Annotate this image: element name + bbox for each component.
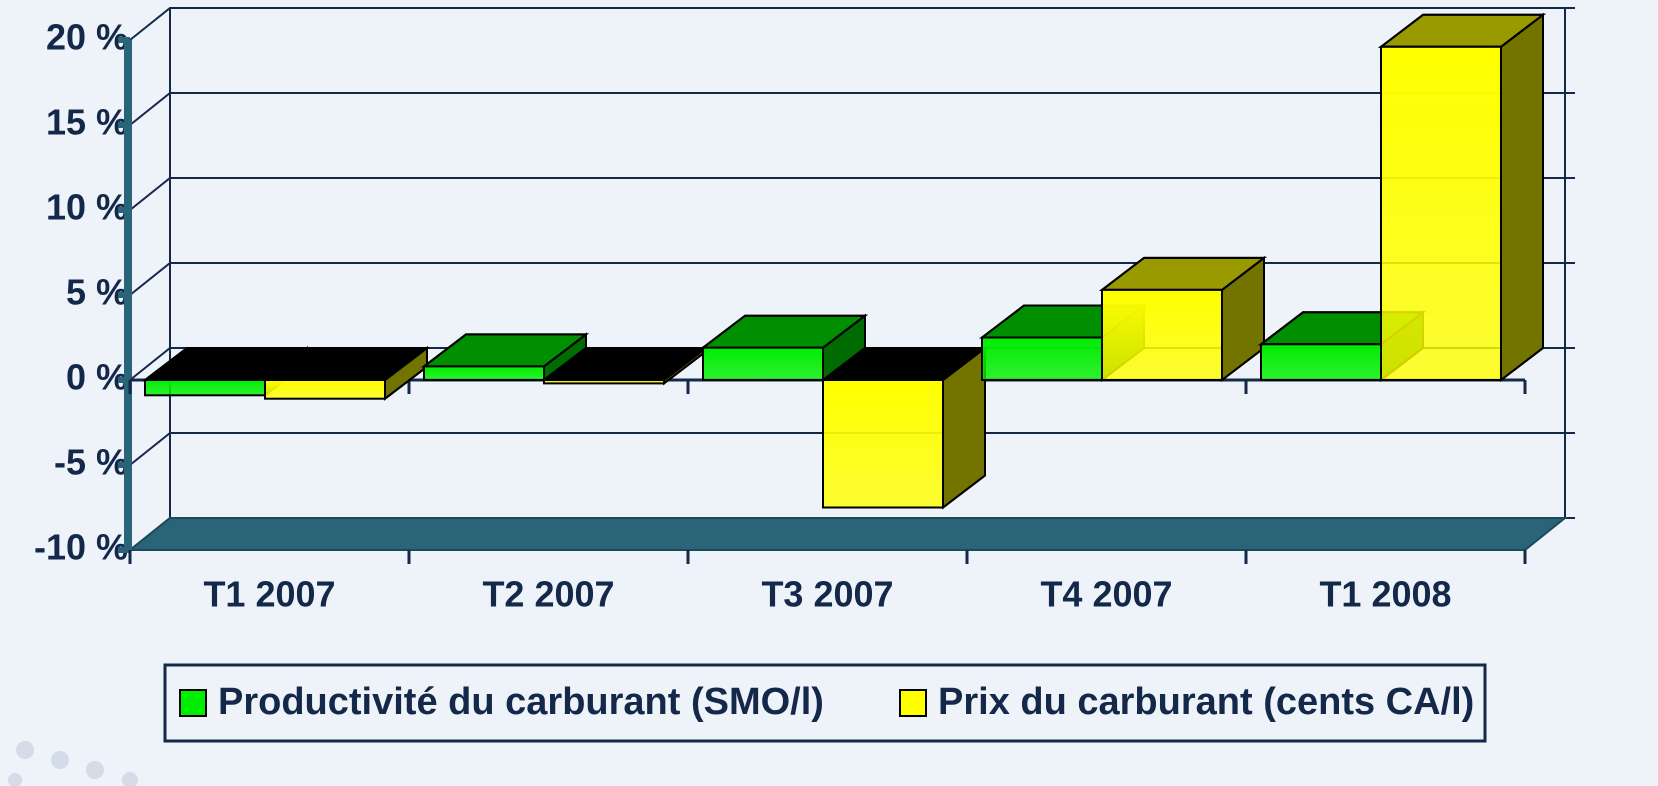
legend (163, 663, 1487, 743)
bar (981, 336, 1103, 381)
legend-label: Prix du carburant (cents CA/l) (938, 681, 1474, 723)
x-tick-label: T1 2008 (1319, 574, 1451, 615)
bar (144, 379, 266, 397)
y-tick-label: -5 % (54, 442, 128, 483)
grid-line (129, 177, 1575, 211)
x-tick-label: T2 2007 (482, 574, 614, 615)
y-tick-label: -10 % (34, 527, 128, 568)
grid-line (129, 7, 1575, 41)
grid-line (129, 262, 1575, 296)
legend-swatch (899, 689, 927, 717)
bar (543, 379, 665, 385)
y-tick-label: 20 % (46, 17, 128, 58)
bar (1101, 288, 1223, 381)
bar (1380, 45, 1502, 382)
y-tick-label: 10 % (46, 187, 128, 228)
x-tick-label: T1 2007 (203, 574, 335, 615)
bar (822, 379, 944, 509)
bar (702, 346, 824, 382)
bar (423, 365, 545, 381)
bar (1260, 343, 1382, 381)
grid-line (129, 432, 1575, 466)
y-tick-label: 5 % (66, 272, 128, 313)
bar-shade (1500, 12, 1544, 383)
decor-dots (8, 741, 138, 786)
x-tick-label: T4 2007 (1040, 574, 1172, 615)
y-tick-label: 15 % (46, 102, 128, 143)
bar (264, 379, 386, 400)
grid-line (129, 92, 1575, 126)
legend-swatch (179, 689, 207, 717)
legend-label: Productivité du carburant (SMO/l) (218, 681, 824, 723)
floor (127, 517, 1568, 551)
y-tick-label: 0 % (66, 357, 128, 398)
x-tick-label: T3 2007 (761, 574, 893, 615)
